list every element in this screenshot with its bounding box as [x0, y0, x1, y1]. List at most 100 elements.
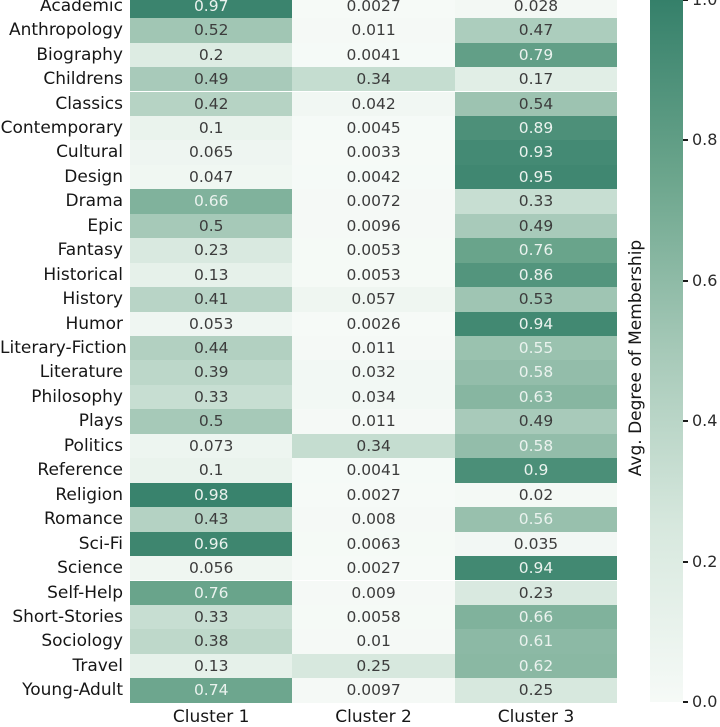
colorbar	[650, 0, 683, 702]
row-label: Anthropology	[8, 20, 123, 41]
heatmap-cell: 0.0096	[292, 213, 455, 239]
heatmap-cell: 0.44	[130, 336, 293, 361]
colorbar-tick	[683, 701, 688, 703]
heatmap-cell: 0.94	[454, 556, 618, 581]
heatmap-cell: 0.97	[130, 0, 293, 19]
colorbar-tick	[683, 279, 688, 282]
heatmap-cell: 0.02	[454, 482, 618, 508]
heatmap-cell: 0.55	[454, 336, 618, 361]
heatmap-cell: 0.58	[454, 433, 618, 459]
heatmap-cell: 0.76	[130, 580, 293, 605]
heatmap-cell: 0.0033	[292, 140, 455, 165]
heatmap-cell: 0.23	[454, 580, 618, 605]
heatmap-cell: 0.2	[130, 42, 293, 68]
column-label: Cluster 3	[497, 706, 575, 727]
heatmap-cell: 0.01	[292, 629, 455, 654]
heatmap-cell: 0.056	[130, 556, 293, 581]
heatmap-cell: 0.66	[130, 189, 293, 214]
heatmap-cell: 0.98	[130, 482, 293, 508]
colorbar-tick	[683, 139, 688, 142]
colorbar-tick-label: 0.6	[692, 270, 718, 290]
heatmap-cell: 0.66	[454, 604, 618, 630]
row-label: Young-Adult	[22, 680, 123, 701]
heatmap-cell: 0.33	[130, 384, 293, 410]
row-label: Literary-Fiction	[0, 338, 127, 358]
heatmap-cell: 0.96	[130, 531, 293, 557]
heatmap-cell: 0.0042	[292, 164, 455, 190]
heatmap-cell: 0.0097	[292, 678, 455, 703]
row-label: Epic	[87, 215, 123, 236]
row-label: Self-Help	[47, 582, 123, 603]
row-label: Romance	[43, 509, 123, 530]
heatmap-cell: 0.62	[454, 653, 618, 679]
heatmap-cell: 0.0027	[292, 482, 455, 508]
row-label: Travel	[72, 655, 123, 676]
colorbar-tick-label: 0.8	[692, 130, 718, 150]
heatmap-cell: 0.5	[130, 409, 293, 434]
heatmap-cell: 0.1	[130, 115, 293, 141]
heatmap-cell: 0.54	[454, 91, 618, 116]
heatmap-cell: 0.93	[454, 140, 618, 165]
row-label: Cultural	[56, 142, 123, 163]
row-label: Academic	[40, 0, 123, 16]
heatmap-cell: 0.009	[292, 580, 455, 605]
heatmap-cell: 0.047	[130, 164, 293, 190]
row-label: Politics	[63, 435, 123, 456]
row-label: Design	[64, 166, 123, 187]
row-label: Classics	[55, 93, 123, 114]
colorbar-tick-label: 0.2	[692, 551, 718, 571]
colorbar-tick	[683, 0, 688, 1]
heatmap-cell: 0.065	[130, 140, 293, 165]
heatmap-cell: 0.56	[454, 507, 618, 532]
row-label: Religion	[55, 484, 123, 505]
heatmap-cell: 0.0072	[292, 189, 455, 214]
heatmap-cell: 0.028	[454, 0, 618, 19]
heatmap-cell: 0.39	[130, 360, 293, 385]
row-label: Science	[57, 558, 123, 579]
heatmap-cell: 0.53	[454, 287, 618, 312]
colorbar-tick-label: 1.0	[692, 0, 717, 9]
heatmap-cell: 0.0053	[292, 238, 455, 263]
heatmap-cell: 0.61	[454, 629, 618, 654]
heatmap-cell: 0.76	[454, 238, 618, 263]
heatmap-cell: 0.0045	[292, 115, 455, 141]
row-label: Sci-Fi	[78, 533, 123, 554]
heatmap-cell: 0.79	[454, 42, 618, 68]
heatmap-cell: 0.011	[292, 336, 455, 361]
heatmap-cell: 0.9	[454, 458, 618, 483]
colorbar-tick-label: 0.0	[692, 692, 718, 711]
row-label: Contemporary	[0, 117, 123, 138]
heatmap-cell: 0.17	[454, 67, 618, 92]
heatmap-cell: 0.011	[292, 409, 455, 434]
heatmap-cell: 0.0026	[292, 311, 455, 336]
column-label: Cluster 1	[172, 706, 250, 727]
heatmap-cell: 0.47	[454, 18, 618, 43]
column-label: Cluster 2	[335, 706, 412, 727]
heatmap-cell: 0.49	[454, 213, 618, 239]
heatmap-cell: 0.41	[130, 287, 293, 312]
row-label: Historical	[43, 264, 123, 285]
heatmap-cell: 0.25	[454, 678, 618, 703]
heatmap-cell: 0.74	[130, 678, 293, 703]
heatmap-cell: 0.94	[454, 311, 618, 336]
row-label: Fantasy	[57, 240, 123, 261]
row-label: Childrens	[43, 69, 123, 90]
heatmap-cell: 0.49	[454, 409, 618, 434]
row-label: Plays	[78, 411, 123, 432]
heatmap-cell: 0.0053	[292, 262, 455, 288]
heatmap-cell: 0.011	[292, 18, 455, 43]
row-label: Drama	[65, 191, 123, 212]
heatmap-cell: 0.5	[130, 213, 293, 239]
colorbar-tick-label: 0.4	[692, 411, 718, 431]
heatmap-cell: 0.25	[292, 653, 455, 679]
heatmap-cell: 0.0041	[292, 42, 455, 68]
colorbar-label: Avg. Degree of Membership	[626, 239, 646, 477]
heatmap-cell: 0.032	[292, 360, 455, 385]
heatmap-cell: 0.58	[454, 360, 618, 385]
row-label: History	[62, 289, 123, 310]
heatmap-cell: 0.0063	[292, 531, 455, 557]
heatmap-cell: 0.035	[454, 531, 618, 557]
heatmap-cell: 0.042	[292, 91, 455, 116]
heatmap-cell: 0.86	[454, 262, 618, 288]
